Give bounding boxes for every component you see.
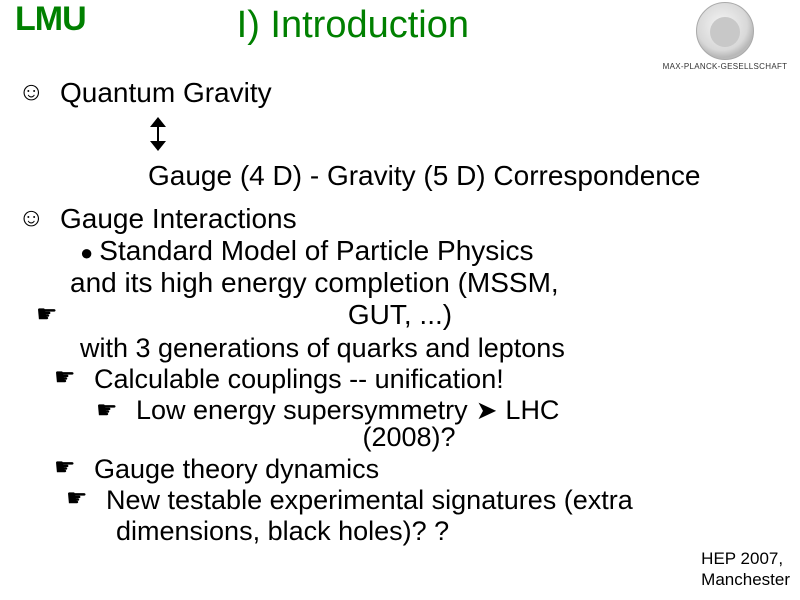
header: LMU I) Introduction MAX-PLANCK-GESELLSCH… xyxy=(0,0,800,71)
hand-icon: ☛ xyxy=(66,485,106,513)
slide-title: I) Introduction xyxy=(46,0,660,47)
year-text: (2008)? xyxy=(36,422,782,453)
sig1-text: New testable experimental signatures (ex… xyxy=(106,485,633,516)
dyn-text: Gauge theory dynamics xyxy=(94,454,379,485)
hand-icon: ☛ xyxy=(54,364,94,392)
gi-text: Gauge Interactions xyxy=(60,203,297,235)
hand-icon: ☛ xyxy=(96,397,136,425)
updown-arrow-icon xyxy=(148,117,168,151)
mpg-logo: MAX-PLANCK-GESELLSCHAFT xyxy=(660,0,790,71)
hand-icon: ☛ xyxy=(36,301,58,329)
dot-icon: ● xyxy=(80,240,99,265)
sig-row: ☛ New testable experimental signatures (… xyxy=(36,485,782,516)
generations-line: with 3 generations of quarks and leptons xyxy=(18,333,782,364)
sm-text: Standard Model of Particle Physics xyxy=(99,235,533,266)
correspondence-line: Gauge (4 D) - Gravity (5 D) Corresponden… xyxy=(148,160,782,192)
smile-icon: ☺ xyxy=(18,77,60,107)
calc-row: ☛ Calculable couplings -- unification! xyxy=(36,364,782,395)
arrowhead-icon: ➤ xyxy=(468,396,506,426)
bullet-quantum-gravity: ☺ Quantum Gravity xyxy=(18,77,782,109)
footer-line2: Manchester xyxy=(701,570,790,590)
calc-text: Calculable couplings -- unification! xyxy=(94,364,504,395)
corr-text: Gauge (4 D) - Gravity (5 D) Corresponden… xyxy=(148,160,700,192)
bullet-gauge-interactions: ☺ Gauge Interactions xyxy=(18,203,782,235)
smile-icon: ☺ xyxy=(18,203,60,233)
sig2-text: dimensions, black holes)? ? xyxy=(36,516,782,547)
dyn-row: ☛ Gauge theory dynamics xyxy=(36,454,782,485)
hand-icon: ☛ xyxy=(54,454,94,482)
sm-line1: ●Standard Model of Particle Physics xyxy=(18,235,782,267)
minerva-icon xyxy=(696,2,754,60)
footer: HEP 2007, Manchester xyxy=(701,549,790,590)
content: ☺ Quantum Gravity Gauge (4 D) - Gravity … xyxy=(0,71,800,547)
sm-line3: GUT, ...) xyxy=(348,299,452,330)
footer-line1: HEP 2007, xyxy=(701,549,790,569)
mpg-text: MAX-PLANCK-GESELLSCHAFT xyxy=(660,62,790,71)
qg-text: Quantum Gravity xyxy=(60,77,272,109)
lhc-text: LHC xyxy=(505,395,559,426)
sm-line2: and its high energy completion (MSSM, xyxy=(18,267,782,299)
